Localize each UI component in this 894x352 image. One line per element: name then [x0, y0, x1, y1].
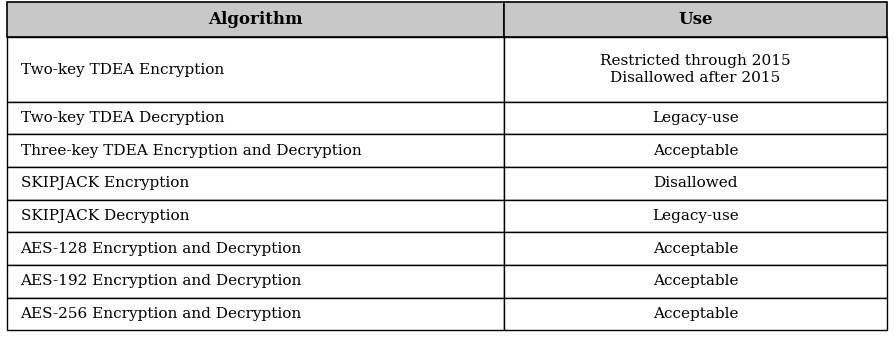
Bar	[504, 265, 887, 298]
Bar	[7, 102, 504, 134]
Text: Legacy-use: Legacy-use	[652, 209, 738, 223]
Text: Restricted through 2015
Disallowed after 2015: Restricted through 2015 Disallowed after…	[600, 55, 791, 85]
Bar	[7, 134, 504, 167]
Bar	[504, 2, 887, 37]
Text: Algorithm: Algorithm	[208, 11, 303, 28]
Text: Acceptable: Acceptable	[653, 307, 738, 321]
Text: SKIPJACK Encryption: SKIPJACK Encryption	[21, 176, 189, 190]
Text: Use: Use	[679, 11, 713, 28]
Text: SKIPJACK Decryption: SKIPJACK Decryption	[21, 209, 189, 223]
Text: AES-256 Encryption and Decryption: AES-256 Encryption and Decryption	[21, 307, 302, 321]
Bar	[7, 232, 504, 265]
Bar	[7, 298, 504, 331]
Bar	[504, 298, 887, 331]
Bar	[504, 232, 887, 265]
Bar	[7, 265, 504, 298]
Text: Legacy-use: Legacy-use	[652, 111, 738, 125]
Text: Acceptable: Acceptable	[653, 242, 738, 256]
Bar	[7, 37, 504, 102]
Bar	[7, 200, 504, 232]
Text: Two-key TDEA Decryption: Two-key TDEA Decryption	[21, 111, 224, 125]
Bar	[7, 2, 504, 37]
Bar	[504, 37, 887, 102]
Bar	[504, 167, 887, 200]
Bar	[7, 167, 504, 200]
Text: Two-key TDEA Encryption: Two-key TDEA Encryption	[21, 63, 224, 77]
Text: Acceptable: Acceptable	[653, 275, 738, 288]
Text: Acceptable: Acceptable	[653, 144, 738, 158]
Text: AES-192 Encryption and Decryption: AES-192 Encryption and Decryption	[21, 275, 302, 288]
Text: Three-key TDEA Encryption and Decryption: Three-key TDEA Encryption and Decryption	[21, 144, 361, 158]
Bar	[504, 134, 887, 167]
Text: Disallowed: Disallowed	[654, 176, 738, 190]
Text: AES-128 Encryption and Decryption: AES-128 Encryption and Decryption	[21, 242, 302, 256]
Bar	[504, 200, 887, 232]
Bar	[504, 102, 887, 134]
